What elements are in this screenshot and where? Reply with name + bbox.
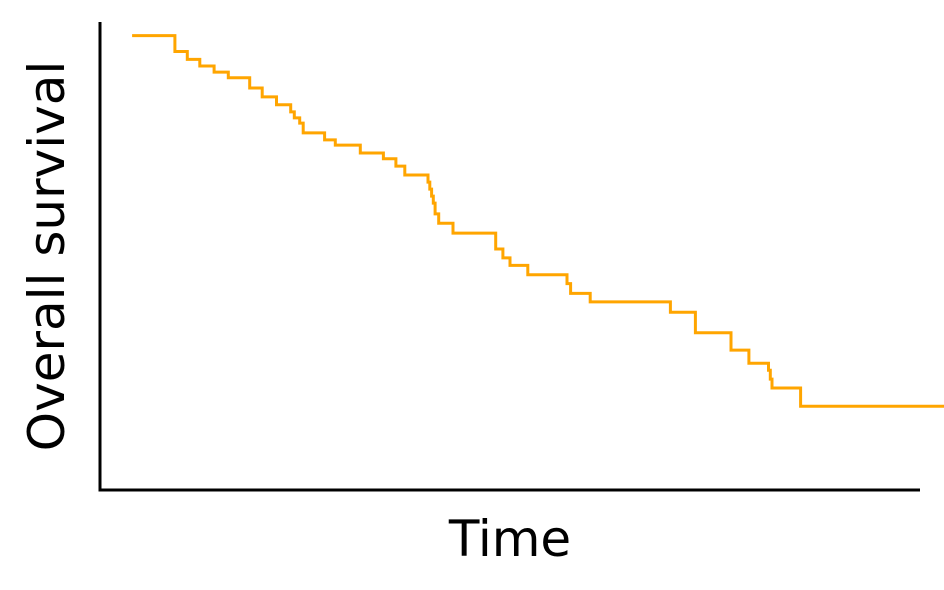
x-axis-label: Time [448, 510, 571, 568]
survival-curve [132, 34, 944, 408]
y-axis-label: Overall survival [18, 61, 76, 451]
